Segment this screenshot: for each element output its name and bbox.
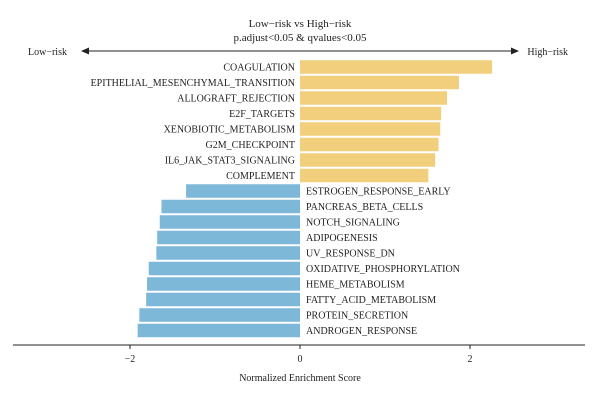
- bar-label: ADIPOGENESIS: [306, 233, 378, 244]
- bar-label: ALLOGRAFT_REJECTION: [177, 94, 295, 105]
- bar: [161, 199, 300, 214]
- bar-label: EPITHELIAL_MESENCHYMAL_TRANSITION: [91, 78, 295, 89]
- bar-label: OXIDATIVE_PHOSPHORYLATION: [306, 264, 460, 275]
- bar-label: COMPLEMENT: [226, 171, 295, 182]
- x-axis-ticks: −2 0 2: [125, 345, 473, 365]
- bar-label: NOTCH_SIGNALING: [306, 218, 400, 229]
- bar: [148, 261, 300, 276]
- bar-label: PROTEIN_SECRETION: [306, 311, 408, 322]
- left-arrowhead: [81, 47, 89, 55]
- bars-group: [137, 60, 493, 338]
- bar: [300, 137, 439, 152]
- bar: [186, 184, 300, 198]
- bar-label: HEME_METABOLISM: [306, 280, 405, 291]
- direction-arrow: [81, 47, 519, 55]
- low-risk-label: Low−risk: [28, 47, 67, 58]
- bar: [300, 168, 429, 183]
- x-tick-label: −2: [125, 354, 136, 365]
- bar: [137, 323, 300, 338]
- bar-label: ANDROGEN_RESPONSE: [306, 326, 417, 337]
- high-risk-label: High−risk: [527, 47, 568, 58]
- bar: [156, 246, 300, 260]
- bar: [300, 153, 436, 167]
- bar-label: G2M_CHECKPOINT: [206, 140, 295, 151]
- bar: [147, 277, 300, 291]
- x-axis-title: Normalized Enrichment Score: [239, 373, 361, 384]
- right-arrowhead: [511, 47, 519, 55]
- x-tick-label: 0: [298, 354, 303, 365]
- bar: [300, 75, 459, 90]
- bar: [300, 91, 448, 105]
- bar: [146, 292, 300, 307]
- bar-label: XENOBIOTIC_METABOLISM: [164, 125, 296, 136]
- bar: [300, 106, 442, 121]
- bar: [159, 215, 300, 229]
- bar: [300, 122, 441, 136]
- bar: [300, 60, 493, 74]
- bar-label: FATTY_ACID_METABOLISM: [306, 295, 436, 306]
- bar-label: UV_RESPONSE_DN: [306, 249, 395, 260]
- bar-label: COAGULATION: [223, 63, 295, 74]
- bar: [157, 230, 300, 245]
- chart-title: Low−risk vs High−risk: [249, 18, 352, 30]
- bar-label: E2F_TARGETS: [229, 109, 295, 120]
- bar-label: ESTROGEN_RESPONSE_EARLY: [306, 187, 451, 198]
- bar: [139, 308, 300, 322]
- chart-subtitle: p.adjust<0.05 & qvalues<0.05: [233, 32, 367, 44]
- bar-labels-group: COAGULATION EPITHELIAL_MESENCHYMAL_TRANSI…: [91, 63, 460, 338]
- x-tick-label: 2: [468, 354, 473, 365]
- bar-label: PANCREAS_BETA_CELLS: [306, 202, 423, 213]
- bar-label: IL6_JAK_STAT3_SIGNALING: [165, 156, 295, 167]
